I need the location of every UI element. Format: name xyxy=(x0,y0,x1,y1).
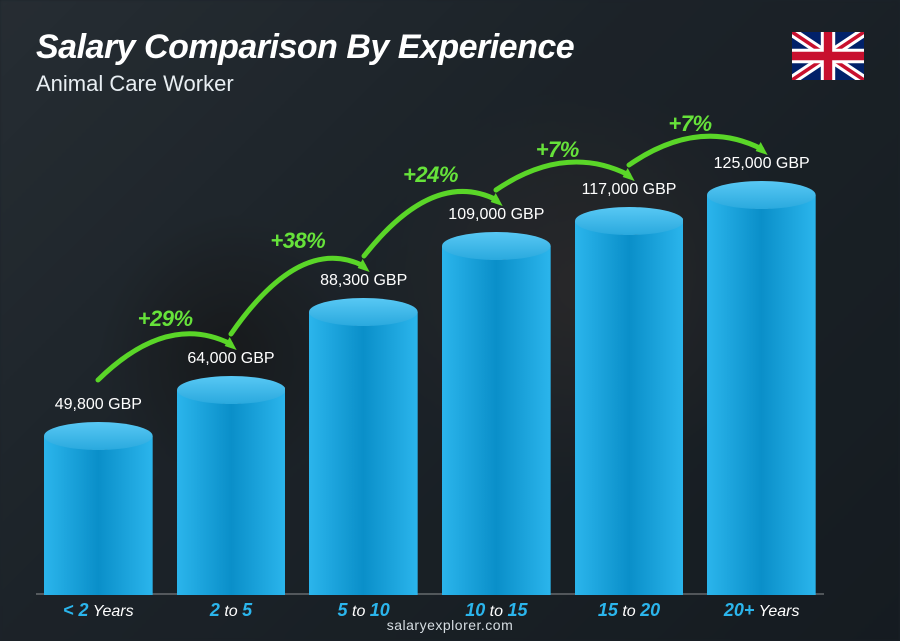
title-block: Salary Comparison By Experience Animal C… xyxy=(36,28,792,97)
bar-value-label: 109,000 GBP xyxy=(426,206,566,224)
bar-slot: 15 to 20 xyxy=(575,221,684,595)
chart-area: Average Yearly Salary < 2 Years 2 to 5 xyxy=(36,107,864,629)
bar-front-face xyxy=(575,221,684,595)
page-subtitle: Animal Care Worker xyxy=(36,71,792,97)
bar-value-label: 117,000 GBP xyxy=(559,181,699,199)
uk-flag-icon xyxy=(792,32,864,80)
bar-top-face xyxy=(177,376,286,404)
bar-front-face xyxy=(44,436,153,595)
bar-slot: 20+ Years xyxy=(707,195,816,595)
bar-top-face xyxy=(575,207,684,235)
bar-slot: < 2 Years xyxy=(44,436,153,595)
infographic-content: Salary Comparison By Experience Animal C… xyxy=(0,0,900,641)
bar-top-face xyxy=(309,298,418,326)
bar xyxy=(575,221,684,595)
bar-value-label: 64,000 GBP xyxy=(161,350,301,368)
bar-front-face xyxy=(309,312,418,595)
bar xyxy=(442,246,551,595)
bar xyxy=(177,390,286,595)
bar-top-face xyxy=(44,422,153,450)
bar-top-face xyxy=(442,232,551,260)
bar xyxy=(309,312,418,595)
bar-slot: 10 to 15 xyxy=(442,246,551,595)
bar xyxy=(707,195,816,595)
bar-top-face xyxy=(707,181,816,209)
bar-slot: 5 to 10 xyxy=(309,312,418,595)
bar-value-label: 49,800 GBP xyxy=(28,396,168,414)
percent-increase-badge: +7% xyxy=(668,111,711,137)
bar-value-label: 125,000 GBP xyxy=(692,155,832,173)
page-title: Salary Comparison By Experience xyxy=(36,28,792,67)
percent-increase-badge: +29% xyxy=(138,306,193,332)
percent-increase-badge: +7% xyxy=(536,137,579,163)
percent-increase-badge: +24% xyxy=(403,162,458,188)
bar-front-face xyxy=(707,195,816,595)
header: Salary Comparison By Experience Animal C… xyxy=(36,28,864,97)
bar-front-face xyxy=(442,246,551,595)
bar-value-label: 88,300 GBP xyxy=(294,272,434,290)
bar xyxy=(44,436,153,595)
bar-slot: 2 to 5 xyxy=(177,390,286,595)
footer-credit: salaryexplorer.com xyxy=(0,617,900,633)
bar-front-face xyxy=(177,390,286,595)
percent-increase-badge: +38% xyxy=(270,228,325,254)
